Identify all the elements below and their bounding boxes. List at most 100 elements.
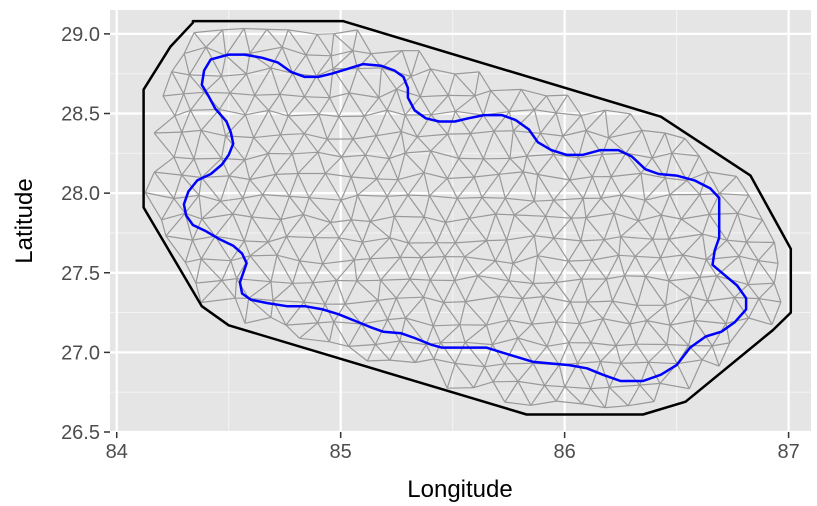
mesh-edge [576, 342, 592, 364]
mesh-edge [629, 305, 638, 325]
mesh-edge [456, 176, 475, 199]
mesh-edge [447, 133, 460, 159]
mesh-edge [454, 280, 467, 302]
mesh-edge [682, 254, 707, 261]
mesh-edge [454, 218, 470, 244]
mesh-edge [361, 241, 371, 259]
mesh-edge [570, 217, 582, 242]
mesh-edge [748, 282, 775, 286]
mesh-edge [420, 242, 438, 259]
mesh-edge [430, 110, 456, 116]
mesh-edge [455, 240, 487, 244]
mesh-edge [363, 97, 380, 117]
mesh-edge [474, 90, 491, 97]
mesh-edge [638, 214, 662, 222]
mesh-edge [603, 239, 620, 256]
mesh-edge [684, 138, 700, 157]
mesh-edge [344, 299, 379, 305]
mesh-edge [533, 109, 541, 134]
mesh-edge [364, 135, 377, 156]
mesh-edge [360, 323, 376, 345]
mesh-edge [454, 275, 478, 282]
mesh-edge [486, 319, 509, 326]
mesh-edge [194, 29, 223, 34]
mesh-edge [666, 343, 689, 347]
mesh-edge [189, 110, 202, 131]
mesh-edge [275, 174, 290, 197]
mesh-edge [432, 325, 442, 343]
mesh-edge [590, 386, 610, 390]
mesh-edge [698, 155, 709, 173]
mesh-edge [340, 199, 352, 221]
mesh-edge [465, 295, 499, 303]
mesh-edge [304, 96, 330, 99]
mesh-edge [464, 275, 479, 302]
mesh-edge [726, 239, 747, 243]
mesh-edge [545, 95, 557, 114]
mesh-edge [205, 46, 223, 77]
mesh-edge [669, 180, 688, 196]
mesh-edge [660, 238, 670, 259]
mesh-edge [512, 109, 535, 132]
mesh-edge [312, 282, 326, 305]
mesh-edge [262, 174, 277, 195]
mesh-edge [344, 280, 358, 305]
mesh-edge [399, 242, 410, 258]
inner-boundary-line [182, 53, 748, 383]
mesh-edge [423, 172, 430, 196]
mesh-edge [495, 213, 515, 216]
mesh-edge [644, 177, 666, 201]
mesh-edge [279, 115, 289, 136]
mesh-edge [537, 173, 570, 181]
mesh-edge [608, 386, 629, 407]
mesh-edge [193, 32, 207, 48]
mesh-edge [555, 278, 582, 284]
mesh-edge [773, 242, 779, 264]
mesh-edge [694, 300, 709, 321]
mesh-edge [758, 260, 779, 264]
mesh-edge [220, 135, 227, 159]
mesh-edge [171, 53, 185, 73]
mesh-edge [719, 193, 749, 196]
mesh-edge [396, 76, 412, 90]
mesh-edge [738, 256, 749, 285]
mesh-edge [468, 197, 483, 219]
mesh-edge [620, 194, 639, 222]
mesh-edge [287, 29, 307, 56]
mesh-edge [286, 235, 315, 239]
mesh-edge [218, 92, 231, 110]
mesh-edge [397, 179, 409, 196]
mesh-edge [443, 302, 461, 326]
mesh-edge [688, 320, 696, 346]
mesh-edge [652, 152, 672, 159]
mesh-edge [430, 114, 449, 135]
mesh-edge [369, 221, 391, 239]
mesh-edge [577, 157, 593, 178]
mesh-edge [748, 317, 773, 326]
mesh-edge [219, 108, 246, 116]
mesh-edge [532, 363, 546, 386]
mesh-edge [521, 283, 534, 299]
mesh-edge [585, 212, 615, 219]
mesh-edge [570, 198, 584, 219]
mesh-edge [454, 110, 471, 134]
mesh-edge [686, 155, 700, 181]
mesh-edge [367, 359, 390, 362]
mesh-edge [381, 50, 403, 69]
mesh-edge [387, 194, 409, 197]
mesh-edge [436, 242, 446, 257]
mesh-edge [407, 194, 430, 197]
mesh-edge [249, 173, 276, 181]
mesh-edge [651, 132, 666, 159]
mesh-edge [289, 195, 310, 199]
mesh-edge [165, 235, 193, 241]
mesh-edge [357, 68, 380, 98]
mesh-edge [585, 129, 609, 139]
mesh-edge [405, 150, 431, 154]
mesh-edge [222, 27, 245, 31]
mesh-edge [248, 297, 274, 302]
mesh-edge [688, 359, 703, 389]
mesh-edge [512, 235, 535, 264]
mesh-edge [279, 134, 293, 155]
mesh-edge [200, 280, 223, 303]
